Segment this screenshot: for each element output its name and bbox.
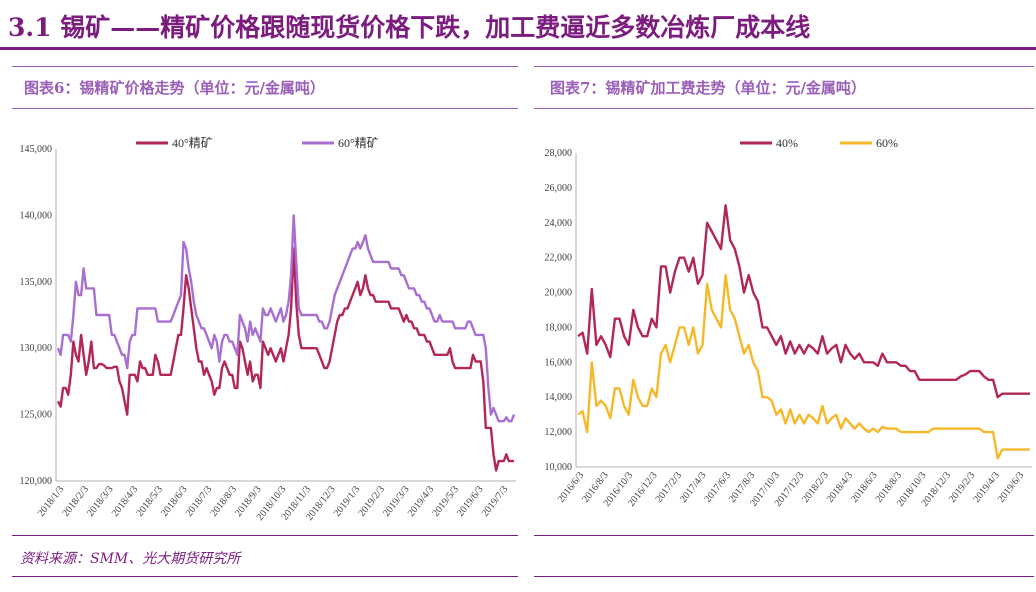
figure6-title: 图表6：锡精矿价格走势（单位：元/金属吨） — [24, 79, 325, 97]
fig7-y-tick-label: 22,000 — [545, 253, 573, 264]
fig6-y-tick-label: 140,000 — [20, 210, 53, 221]
fig6-y-tick-label: 135,000 — [20, 277, 53, 288]
fig6-y-tick-label: 145,000 — [20, 144, 53, 155]
fig6-x-tick-label: 2019/7/3 — [480, 484, 511, 519]
source-bottom-rule-right — [534, 576, 1034, 577]
fig7-legend-label: 60% — [876, 136, 898, 150]
fig7-y-tick-label: 26,000 — [545, 183, 573, 194]
fig7-y-tick-label: 14,000 — [545, 392, 573, 403]
fig7-legend-label: 40% — [776, 136, 798, 150]
figure6-title-rule — [12, 108, 518, 109]
fig6-y-tick-label: 120,000 — [20, 476, 53, 487]
fig7-y-tick-label: 12,000 — [545, 427, 573, 438]
fig6-legend-label: 60°精矿 — [338, 136, 379, 150]
fig7-x-tick-label: 2019/6/3 — [996, 470, 1027, 505]
fig6-series-a-line — [56, 247, 514, 472]
figure6-top-rule — [12, 66, 518, 67]
figure7-title: 图表7：锡精矿加工费走势（单位：元/金属吨） — [550, 79, 866, 97]
figure7-fee-chart: 10,000 12,000 14,000 16,000 18,000 20,000 22,0… — [545, 136, 1032, 509]
fig7-y-tick-label: 24,000 — [545, 218, 573, 229]
fig7-y-tick-label: 18,000 — [545, 322, 573, 333]
source-note: 资料来源：SMM、光大期货研究所 — [20, 551, 241, 567]
fig7-y-tick-label: 20,000 — [545, 288, 573, 299]
fig6-legend-label: 40°精矿 — [172, 136, 213, 150]
fig6-series-b-line — [56, 214, 516, 423]
figure7-title-rule — [534, 108, 1034, 109]
source-bottom-rule — [12, 576, 518, 577]
fig6-y-tick-label: 130,000 — [20, 343, 53, 354]
fig7-series-a-line — [577, 204, 1030, 399]
fig7-y-tick-label: 10,000 — [545, 462, 573, 473]
fig7-series-b-line — [577, 273, 1030, 460]
title-underline — [0, 47, 1036, 50]
fig6-y-tick-label: 125,000 — [20, 410, 53, 421]
source-top-rule-right — [534, 535, 1034, 536]
fig7-y-tick-label: 28,000 — [545, 148, 573, 159]
source-top-rule — [12, 535, 518, 536]
figure6-price-chart: 120,000 125,000 130,000 135,000 140,000 145,0… — [20, 136, 516, 523]
fig7-y-tick-label: 16,000 — [545, 357, 573, 368]
figure7-top-rule — [534, 66, 1034, 67]
page-title: 3.1 锡矿——精矿价格跟随现货价格下跌，加工费逼近多数冶炼厂成本线 — [8, 13, 811, 42]
